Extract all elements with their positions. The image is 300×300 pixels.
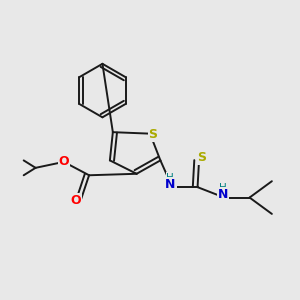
Text: H: H	[219, 183, 227, 193]
Text: S: S	[197, 151, 206, 164]
Text: O: O	[58, 155, 69, 168]
Text: O: O	[70, 194, 81, 207]
Text: N: N	[218, 188, 229, 201]
Text: S: S	[148, 128, 158, 141]
Text: H: H	[166, 172, 174, 183]
Text: N: N	[165, 178, 176, 191]
